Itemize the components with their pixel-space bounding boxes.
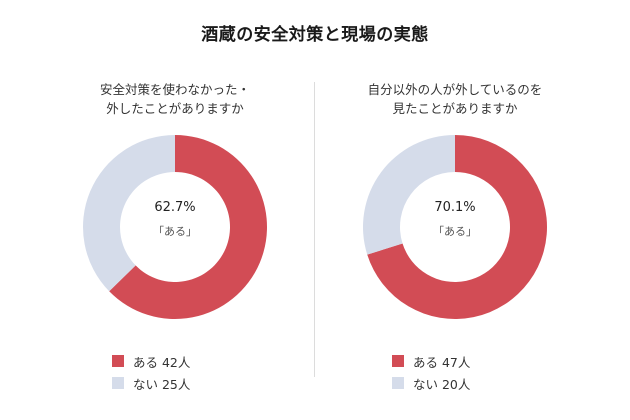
question-line-2: 見たことがありますか bbox=[392, 101, 518, 116]
legend-item-no: ない 25人 bbox=[112, 372, 300, 394]
center-label: 「ある」 bbox=[433, 225, 477, 238]
legend-item-yes: ある 47人 bbox=[392, 350, 580, 372]
donut-slice-yes bbox=[367, 135, 547, 319]
legend-label-no: ない 20人 bbox=[413, 376, 471, 392]
legend: ある 42人 ない 25人 bbox=[112, 350, 300, 394]
legend-item-yes: ある 42人 bbox=[112, 350, 300, 372]
donut-chart: 70.1% 「ある」 bbox=[360, 132, 550, 322]
chart-question: 自分以外の人が外しているのを 見たことがありますか bbox=[330, 80, 580, 122]
legend-label-no: ない 25人 bbox=[133, 376, 191, 392]
center-percentage: 70.1% bbox=[434, 200, 476, 215]
chart-panel-1: 安全対策を使わなかった・ 外したことがありますか 62.7% 「ある」 ある 4… bbox=[50, 80, 300, 394]
donut-slice-yes bbox=[109, 135, 267, 319]
chart-panel-2: 自分以外の人が外しているのを 見たことがありますか 70.1% 「ある」 ある … bbox=[330, 80, 580, 394]
legend-swatch-no bbox=[112, 377, 124, 389]
donut-svg bbox=[82, 135, 267, 319]
donut-center: 62.7% 「ある」 bbox=[80, 200, 270, 239]
legend-swatch-yes bbox=[112, 355, 124, 367]
page-title: 酒蔵の安全対策と現場の実態 bbox=[201, 25, 429, 45]
legend-item-no: ない 20人 bbox=[392, 372, 580, 394]
question-line-2: 外したことがありますか bbox=[106, 101, 244, 116]
donut-center: 70.1% 「ある」 bbox=[360, 200, 550, 239]
center-label: 「ある」 bbox=[153, 225, 197, 238]
legend-label-yes: ある 42人 bbox=[133, 354, 191, 370]
question-line-1: 自分以外の人が外しているのを bbox=[367, 82, 543, 97]
center-percentage: 62.7% bbox=[154, 200, 196, 215]
donut-svg bbox=[363, 135, 547, 319]
legend: ある 47人 ない 20人 bbox=[392, 350, 580, 394]
donut-chart: 62.7% 「ある」 bbox=[80, 132, 270, 322]
legend-label-yes: ある 47人 bbox=[413, 354, 471, 370]
legend-swatch-yes bbox=[392, 355, 404, 367]
donut-slice-no bbox=[82, 135, 175, 292]
legend-swatch-no bbox=[392, 377, 404, 389]
panel-divider bbox=[314, 82, 315, 377]
question-line-1: 安全対策を使わなかった・ bbox=[99, 82, 250, 97]
chart-question: 安全対策を使わなかった・ 外したことがありますか bbox=[50, 80, 300, 122]
donut-slice-no bbox=[363, 135, 455, 255]
